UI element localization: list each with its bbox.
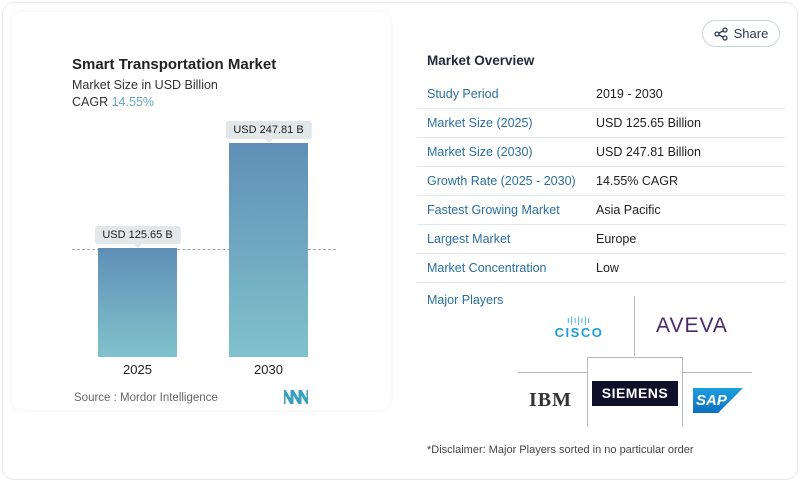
overview-row: Market Size (2030) USD 247.81 Billion: [417, 138, 785, 167]
overview-row: Study Period 2019 - 2030: [417, 80, 785, 109]
major-players-title: Major Players: [427, 293, 504, 307]
row-key: Market Size (2025): [427, 116, 533, 130]
bar-2030: [229, 143, 308, 357]
row-value: 2019 - 2030: [596, 87, 663, 101]
row-key: Market Concentration: [427, 261, 547, 275]
cisco-logo: ı|ı|ı|ı CISCO: [551, 315, 607, 340]
overview-row: Growth Rate (2025 - 2030) 14.55% CAGR: [417, 167, 785, 196]
reference-line: [72, 249, 336, 250]
share-button[interactable]: Share: [702, 20, 780, 47]
cagr-label: CAGR: [72, 95, 109, 109]
row-key: Study Period: [427, 87, 499, 101]
row-value: USD 247.81 Billion: [596, 145, 701, 159]
row-value: Europe: [596, 232, 637, 246]
overview-row: Market Size (2025) USD 125.65 Billion: [417, 109, 785, 138]
overview-title: Market Overview: [427, 53, 535, 68]
row-value: USD 125.65 Billion: [596, 116, 701, 130]
cagr: CAGR 14.55%: [72, 95, 154, 109]
x-tick-label: 2025: [123, 362, 152, 377]
row-key: Largest Market: [427, 232, 511, 246]
cagr-value: 14.55%: [111, 95, 155, 109]
data-label: USD 247.81 B: [225, 121, 312, 143]
chart-title: Smart Transportation Market: [72, 56, 277, 73]
chart-card: [12, 12, 390, 410]
aveva-logo: AVEVA: [656, 314, 728, 337]
row-key: Growth Rate (2025 - 2030): [427, 174, 576, 188]
disclaimer: *Disclaimer: Major Players sorted in no …: [427, 444, 694, 456]
data-label: USD 125.65 B: [94, 226, 181, 249]
mordor-logo-icon: [284, 390, 308, 404]
overview-row: Market Concentration Low: [417, 254, 785, 283]
siemens-logo: SIEMENS: [592, 381, 678, 406]
overview-row: Largest Market Europe: [417, 225, 785, 254]
x-tick-label: 2030: [254, 362, 283, 377]
row-key: Fastest Growing Market: [427, 203, 560, 217]
ibm-logo: IBM: [529, 389, 572, 411]
row-value: Low: [596, 261, 619, 275]
row-value: 14.55% CAGR: [596, 174, 678, 188]
row-key: Market Size (2030): [427, 145, 533, 159]
share-label: Share: [733, 26, 769, 41]
chart-subtitle: Market Size in USD Billion: [72, 78, 218, 92]
row-value: Asia Pacific: [596, 203, 661, 217]
cisco-text: CISCO: [554, 325, 604, 340]
bar-2025: [98, 248, 177, 357]
share-icon: [713, 26, 728, 41]
overview-row: Fastest Growing Market Asia Pacific: [417, 196, 785, 225]
source: Source : Mordor Intelligence: [74, 392, 218, 404]
